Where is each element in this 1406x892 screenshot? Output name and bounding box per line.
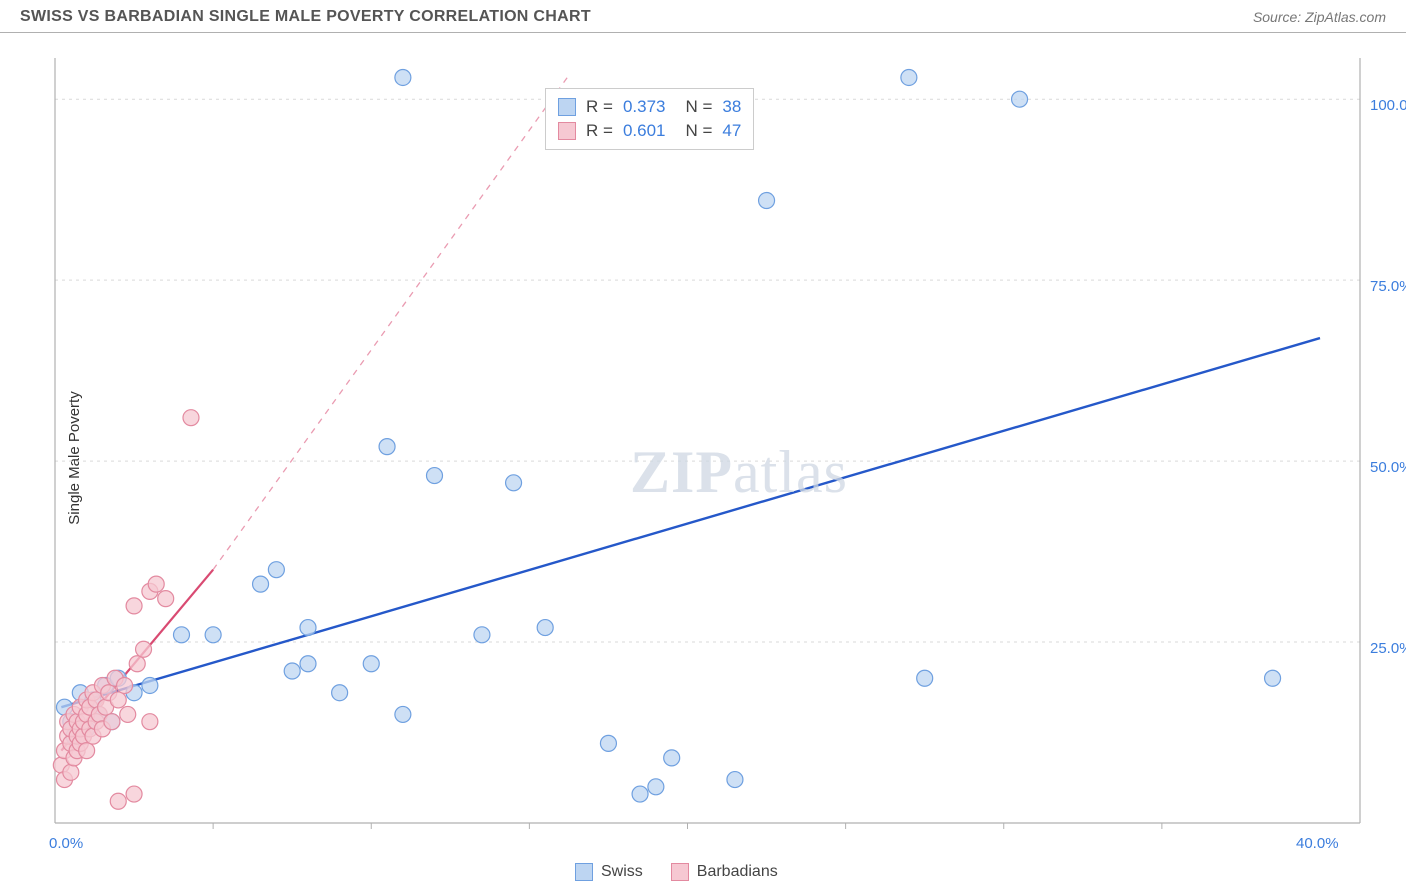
x-tick-label: 0.0%	[49, 835, 83, 852]
legend-label: Swiss	[601, 863, 643, 881]
y-tick-label: 75.0%	[1370, 278, 1406, 295]
stat-n-label: N =	[685, 97, 712, 117]
legend-swatch	[671, 863, 689, 881]
y-tick-label: 50.0%	[1370, 459, 1406, 476]
stat-n-value: 47	[722, 121, 741, 141]
y-tick-label: 25.0%	[1370, 640, 1406, 657]
legend-item: Swiss	[575, 863, 643, 881]
y-tick-label: 100.0%	[1370, 97, 1406, 114]
stats-row: R = 0.373 N = 38	[558, 95, 741, 119]
scatter-plot	[40, 33, 1400, 883]
stat-r-value: 0.601	[623, 121, 666, 141]
x-tick-label: 40.0%	[1296, 835, 1339, 852]
chart-area: Single Male Poverty ZIPatlas R = 0.373N …	[0, 33, 1406, 883]
series-swatch	[558, 98, 576, 116]
series-legend: Swiss Barbadians	[575, 863, 778, 881]
series-swatch	[558, 122, 576, 140]
legend-item: Barbadians	[671, 863, 778, 881]
stat-n-label: N =	[685, 121, 712, 141]
stat-n-value: 38	[722, 97, 741, 117]
stats-row: R = 0.601 N = 47	[558, 119, 741, 143]
chart-title: SWISS VS BARBADIAN SINGLE MALE POVERTY C…	[20, 8, 591, 26]
correlation-stats-box: R = 0.373 N = 38 R = 0.601 N = 47	[545, 88, 754, 150]
stat-r-label: R =	[586, 97, 613, 117]
stat-r-value: 0.373	[623, 97, 666, 117]
chart-header: SWISS VS BARBADIAN SINGLE MALE POVERTY C…	[0, 0, 1406, 33]
legend-label: Barbadians	[697, 863, 778, 881]
legend-swatch	[575, 863, 593, 881]
stat-r-label: R =	[586, 121, 613, 141]
chart-source: Source: ZipAtlas.com	[1253, 9, 1386, 25]
